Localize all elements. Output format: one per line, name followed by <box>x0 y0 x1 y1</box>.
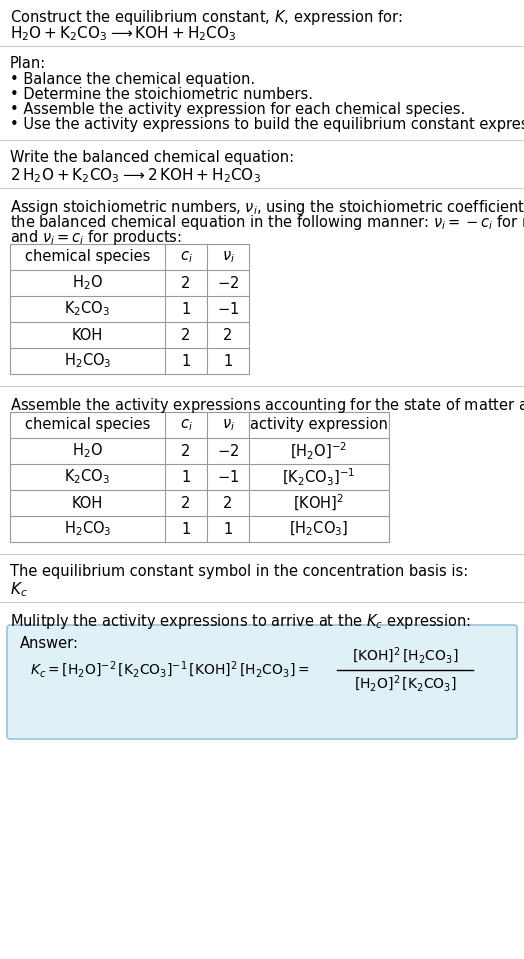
Text: 1: 1 <box>223 522 233 536</box>
Text: $[\mathrm{K_2CO_3}]^{-1}$: $[\mathrm{K_2CO_3}]^{-1}$ <box>282 466 356 487</box>
Text: KOH: KOH <box>72 328 103 342</box>
Text: $\mathrm{H_2O}$: $\mathrm{H_2O}$ <box>72 273 103 292</box>
Text: and $\nu_i = c_i$ for products:: and $\nu_i = c_i$ for products: <box>10 228 182 247</box>
Text: $[\mathrm{H_2O}]^2\,[\mathrm{K_2CO_3}]$: $[\mathrm{H_2O}]^2\,[\mathrm{K_2CO_3}]$ <box>354 674 456 694</box>
Text: $c_i$: $c_i$ <box>180 249 192 265</box>
Text: Answer:: Answer: <box>20 636 79 651</box>
FancyBboxPatch shape <box>7 625 517 739</box>
Text: Write the balanced chemical equation:: Write the balanced chemical equation: <box>10 150 294 165</box>
Text: $\nu_i$: $\nu_i$ <box>222 249 234 265</box>
Text: The equilibrium constant symbol in the concentration basis is:: The equilibrium constant symbol in the c… <box>10 564 468 579</box>
Text: $[\mathrm{KOH}]^2\,[\mathrm{H_2CO_3}]$: $[\mathrm{KOH}]^2\,[\mathrm{H_2CO_3}]$ <box>352 645 458 667</box>
Text: • Determine the stoichiometric numbers.: • Determine the stoichiometric numbers. <box>10 87 313 102</box>
Text: Construct the equilibrium constant, $K$, expression for:: Construct the equilibrium constant, $K$,… <box>10 8 402 27</box>
Text: 1: 1 <box>223 354 233 368</box>
Text: activity expression: activity expression <box>250 417 388 433</box>
Text: $\mathrm{H_2O + K_2CO_3 \longrightarrow KOH + H_2CO_3}$: $\mathrm{H_2O + K_2CO_3 \longrightarrow … <box>10 24 237 43</box>
Text: $K_c$: $K_c$ <box>10 580 28 598</box>
Text: 1: 1 <box>181 354 191 368</box>
Text: $\mathrm{K_2CO_3}$: $\mathrm{K_2CO_3}$ <box>64 468 111 486</box>
Text: KOH: KOH <box>72 496 103 510</box>
Text: 1: 1 <box>181 301 191 316</box>
Text: • Balance the chemical equation.: • Balance the chemical equation. <box>10 72 255 87</box>
Text: $\mathrm{H_2O}$: $\mathrm{H_2O}$ <box>72 442 103 460</box>
Text: $\mathrm{H_2CO_3}$: $\mathrm{H_2CO_3}$ <box>64 352 111 370</box>
Text: 2: 2 <box>223 496 233 510</box>
Text: $-2$: $-2$ <box>217 443 239 459</box>
Text: 1: 1 <box>181 470 191 484</box>
Text: $2\,\mathrm{H_2O + K_2CO_3 \longrightarrow 2\,KOH + H_2CO_3}$: $2\,\mathrm{H_2O + K_2CO_3 \longrightarr… <box>10 166 261 185</box>
Text: chemical species: chemical species <box>25 249 150 265</box>
Bar <box>10 244 249 374</box>
Text: $c_i$: $c_i$ <box>180 417 192 433</box>
Bar <box>10 412 389 542</box>
Text: $-2$: $-2$ <box>217 275 239 291</box>
Text: Mulitply the activity expressions to arrive at the $K_c$ expression:: Mulitply the activity expressions to arr… <box>10 612 471 631</box>
Text: $[\mathrm{H_2O}]^{-2}$: $[\mathrm{H_2O}]^{-2}$ <box>290 440 347 461</box>
Text: 2: 2 <box>181 328 191 342</box>
Text: $\nu_i$: $\nu_i$ <box>222 417 234 433</box>
Text: $\mathrm{K_2CO_3}$: $\mathrm{K_2CO_3}$ <box>64 299 111 318</box>
Text: • Assemble the activity expression for each chemical species.: • Assemble the activity expression for e… <box>10 102 465 117</box>
Text: 2: 2 <box>181 275 191 291</box>
Text: 2: 2 <box>181 496 191 510</box>
Text: $-1$: $-1$ <box>217 301 239 317</box>
Text: $-1$: $-1$ <box>217 469 239 485</box>
Text: 2: 2 <box>181 443 191 458</box>
Text: 1: 1 <box>181 522 191 536</box>
Text: $[\mathrm{H_2CO_3}]$: $[\mathrm{H_2CO_3}]$ <box>289 520 348 538</box>
Text: Assemble the activity expressions accounting for the state of matter and $\nu_i$: Assemble the activity expressions accoun… <box>10 396 524 415</box>
Text: 2: 2 <box>223 328 233 342</box>
Text: $K_c = [\mathrm{H_2O}]^{-2}\,[\mathrm{K_2CO_3}]^{-1}\,[\mathrm{KOH}]^2\,[\mathrm: $K_c = [\mathrm{H_2O}]^{-2}\,[\mathrm{K_… <box>30 660 309 680</box>
Text: Plan:: Plan: <box>10 56 46 71</box>
Text: $[\mathrm{KOH}]^2$: $[\mathrm{KOH}]^2$ <box>293 493 344 513</box>
Text: Assign stoichiometric numbers, $\nu_i$, using the stoichiometric coefficients, $: Assign stoichiometric numbers, $\nu_i$, … <box>10 198 524 217</box>
Text: chemical species: chemical species <box>25 417 150 433</box>
Text: $\mathrm{H_2CO_3}$: $\mathrm{H_2CO_3}$ <box>64 520 111 538</box>
Text: • Use the activity expressions to build the equilibrium constant expression.: • Use the activity expressions to build … <box>10 117 524 132</box>
Text: the balanced chemical equation in the following manner: $\nu_i = -c_i$ for react: the balanced chemical equation in the fo… <box>10 213 524 232</box>
